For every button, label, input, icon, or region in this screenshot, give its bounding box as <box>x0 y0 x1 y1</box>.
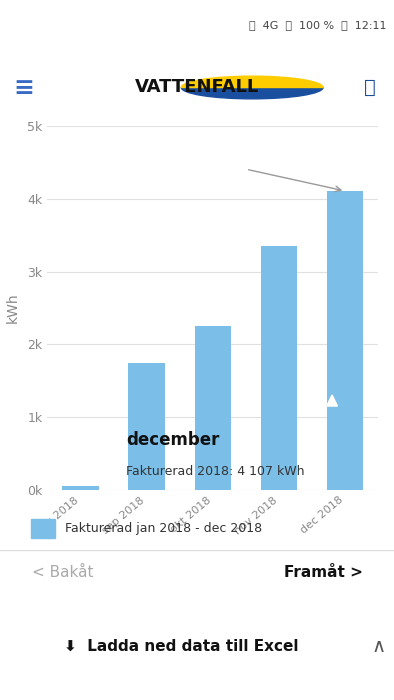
Bar <box>261 246 297 490</box>
Wedge shape <box>181 88 323 99</box>
Text: < Bakåt: < Bakåt <box>32 565 93 580</box>
Text: ⬇  Ladda ned data till Excel: ⬇ Ladda ned data till Excel <box>64 638 299 654</box>
Bar <box>62 486 98 490</box>
Bar <box>327 191 363 490</box>
Text: ⏰  4G  📶  100 %  🔋  12:11: ⏰ 4G 📶 100 % 🔋 12:11 <box>249 20 386 30</box>
Text: VATTENFALL: VATTENFALL <box>135 78 259 97</box>
Text: 🔍: 🔍 <box>364 78 376 97</box>
Y-axis label: kWh: kWh <box>6 293 20 323</box>
Text: Framåt >: Framåt > <box>284 565 362 580</box>
FancyBboxPatch shape <box>31 519 55 538</box>
Text: Fakturerad jan 2018 - dec 2018: Fakturerad jan 2018 - dec 2018 <box>65 522 262 535</box>
Text: Fakturerad 2018: 4 107 kWh: Fakturerad 2018: 4 107 kWh <box>126 466 305 478</box>
Polygon shape <box>327 395 337 406</box>
Text: ≡: ≡ <box>13 76 34 99</box>
Bar <box>195 326 231 490</box>
Wedge shape <box>181 76 323 88</box>
Bar <box>128 363 165 490</box>
Text: december: december <box>126 431 219 449</box>
Text: ∧: ∧ <box>371 636 385 656</box>
